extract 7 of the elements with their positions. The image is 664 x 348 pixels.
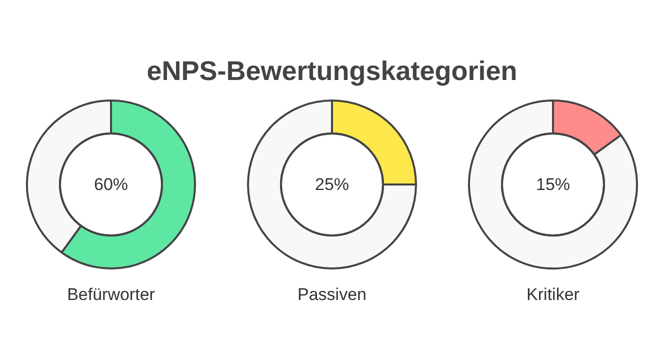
text: Befürworter (67, 285, 156, 304)
data-label: 15% (536, 175, 570, 194)
data-label: 60% (94, 175, 128, 194)
text: eNPS-Bewertungskategorien (146, 55, 518, 88)
text: Kritiker (526, 285, 580, 304)
text: Passiven (298, 285, 366, 304)
data-label: 25% (314, 175, 350, 194)
